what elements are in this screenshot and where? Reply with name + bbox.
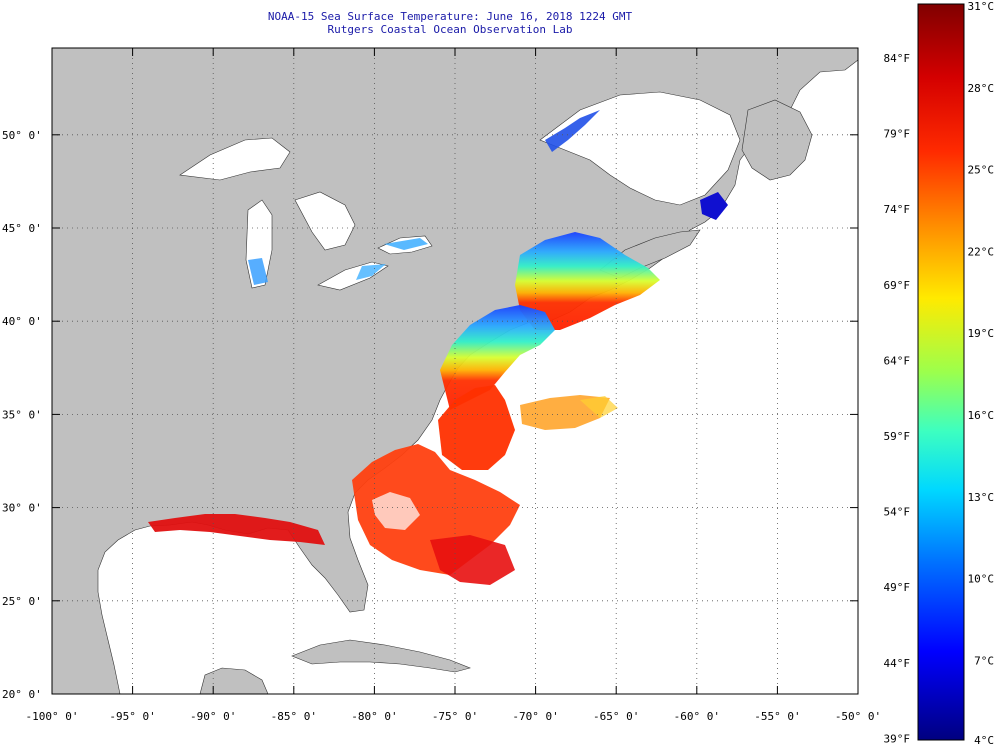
longitude-label: -50° 0' [835,710,881,723]
colorbar-fahrenheit-label: 84°F [884,52,911,65]
colorbar-fahrenheit-label: 64°F [884,354,911,367]
sst-mid-atlantic-shelf [440,305,555,410]
sst-lake-cold [248,258,268,285]
latitude-label: 25° 0' [2,595,42,608]
colorbar-fahrenheit-label: 69°F [884,279,911,292]
sst-gulf-of-maine [515,232,660,330]
latitude-label: 30° 0' [2,502,42,515]
colorbar-celsius-label: 22°C [968,245,995,258]
colorbar-fahrenheit-label: 74°F [884,203,911,216]
land-cuba [291,639,471,673]
colorbar [917,3,965,741]
colorbar-celsius-label: 10°C [968,573,995,586]
colorbar-celsius-label: 4°C [974,734,994,747]
latitude-label: 20° 0' [2,688,42,701]
sst-offshore-yellow [580,396,618,418]
sst-gulf-of-mexico-north [148,514,325,545]
map-ticks [52,48,858,694]
lake-superior [179,137,291,181]
land-newfoundland [741,99,813,181]
longitude-label: -95° 0' [109,710,155,723]
longitude-label: -60° 0' [674,710,720,723]
colorbar-fahrenheit-label: 59°F [884,430,911,443]
sst-gulf-st-lawrence-cold [545,110,600,152]
colorbar-labels: 31°C 28°C 25°C 22°C 19°C 16°C 13°C 10°C 7°C 4°C 84… [884,0,995,747]
lake-huron [294,191,356,251]
longitude-label: -75° 0' [432,710,478,723]
colorbar-celsius-label: 7°C [974,654,994,667]
colorbar-celsius-label: 28°C [968,82,995,95]
latitude-label: 40° 0' [2,315,42,328]
latitude-labels: 20° 0' 25° 0' 30° 0' 35° 0' 40° 0' 45° 0' 50° … [2,129,42,701]
sst-lake-ontario-blue [384,238,428,250]
map-subtitle: Rutgers Coastal Ocean Observation Lab [327,23,573,36]
map-title: NOAA-15 Sea Surface Temperature: June 16… [267,10,633,23]
longitude-labels: -100° 0' -95° 0' -90° 0' -85° 0' -80° 0' -75°… [26,710,882,723]
sst-gulf-stream-warm [438,385,515,470]
colorbar-celsius-label: 19°C [968,327,995,340]
land-yucatan [199,667,269,694]
longitude-label: -80° 0' [351,710,397,723]
sst-lake-erie-blue [356,264,386,280]
colorbar-celsius-label: 25°C [968,164,995,177]
sst-south-atlantic-gaps [372,492,420,530]
colorbar-fahrenheit-label: 49°F [884,581,911,594]
sst-florida-east-warm [430,535,515,585]
latitude-label: 45° 0' [2,222,42,235]
latitude-label: 50° 0' [2,129,42,142]
colorbar-fahrenheit-label: 39°F [884,732,911,745]
colorbar-celsius-label: 31°C [968,0,995,13]
water-gulf-st-lawrence [539,91,741,206]
longitude-label: -85° 0' [271,710,317,723]
longitude-label: -55° 0' [754,710,800,723]
longitude-label: -100° 0' [26,710,79,723]
colorbar-fahrenheit-label: 79°F [884,128,911,141]
colorbar-fahrenheit-label: 44°F [884,657,911,670]
longitude-label: -65° 0' [593,710,639,723]
sst-cabot-strait-cold [700,192,728,220]
colorbar-celsius-label: 16°C [968,409,995,422]
longitude-label: -90° 0' [190,710,236,723]
longitude-label: -70° 0' [512,710,558,723]
colorbar-fahrenheit-label: 54°F [884,506,911,519]
colorbar-celsius-label: 13°C [968,491,995,504]
latitude-label: 35° 0' [2,408,42,421]
